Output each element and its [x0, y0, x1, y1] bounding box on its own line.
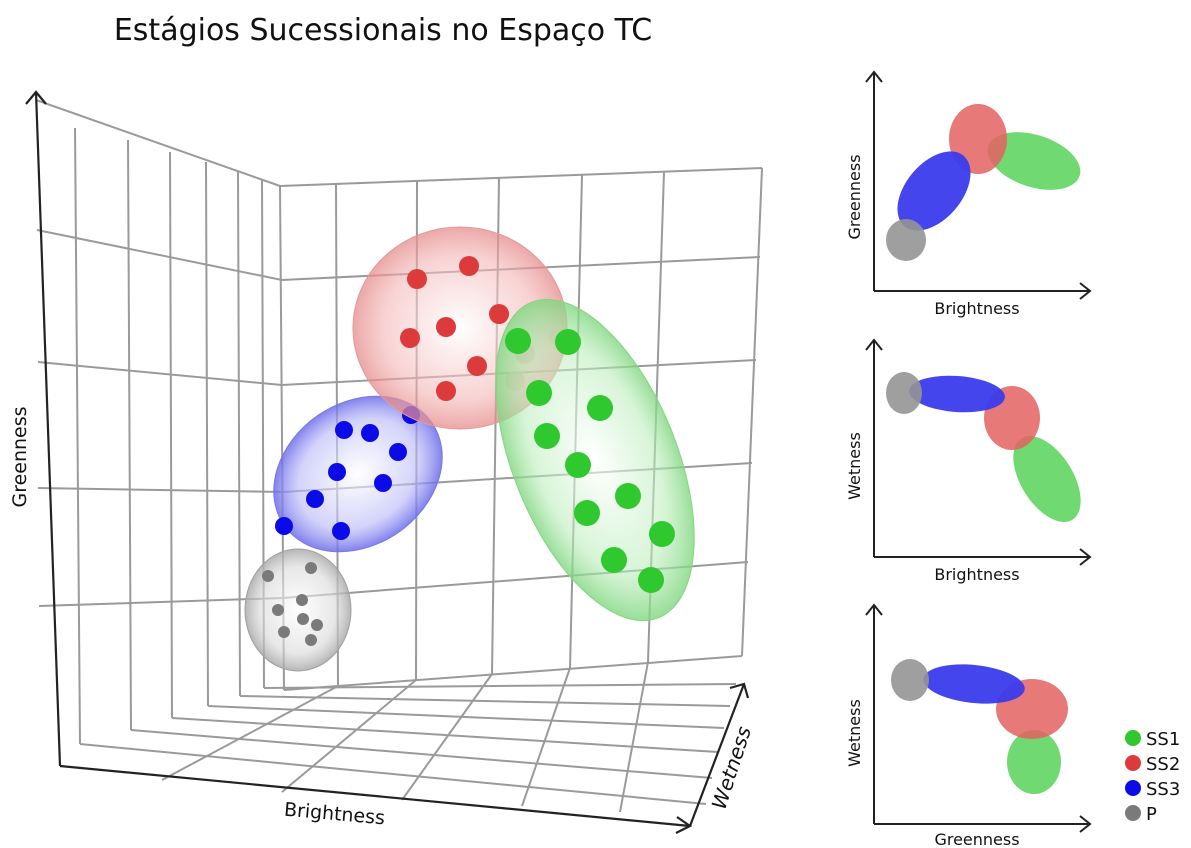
y-axis-arrow: [25, 90, 47, 105]
cluster-ss2-points: [400, 256, 509, 401]
legend-item-p: P: [1125, 804, 1157, 825]
axes: [25, 90, 750, 834]
inset-wetness-greenness: Greenness Wetness: [845, 603, 1092, 848]
legend: SS1 SS2 SS3 P: [1125, 729, 1180, 825]
inset-greenness-brightness: Brightness Greenness: [845, 70, 1092, 318]
cluster-ss3: [273, 395, 443, 553]
inset1-blobs: [886, 104, 1081, 261]
x-axis-line: [59, 764, 691, 828]
inset1-y-label: Greenness: [845, 154, 864, 239]
inset1-axes: [865, 70, 1092, 300]
legend-label-p: P: [1146, 804, 1157, 825]
legend-item-ss3: SS3: [1125, 779, 1180, 800]
cluster-p-points: [262, 562, 323, 646]
inset2-y-label: Wetness: [845, 432, 864, 500]
cluster-ss3-points: [275, 406, 420, 540]
cluster-ss1-points: [505, 328, 675, 593]
inset1-x-label: Brightness: [934, 299, 1019, 318]
cluster-ss1: [495, 298, 695, 622]
legend-swatch-p: [1125, 805, 1141, 821]
legend-item-ss2: SS2: [1125, 754, 1180, 775]
z-axis-arrow: [729, 682, 750, 699]
cluster-p-ellipse: [244, 548, 352, 672]
x-axis-label: Brightness: [283, 799, 386, 830]
inset3-y-label: Wetness: [845, 699, 864, 767]
cluster-p: [244, 548, 352, 672]
inset3-blobs: [891, 659, 1068, 794]
cluster-ss1-ellipse: [495, 298, 695, 622]
chart-title: Estágios Sucessionais no Espaço TC: [114, 13, 652, 48]
legend-label-ss2: SS2: [1146, 754, 1180, 775]
inset2-axes: [865, 338, 1092, 566]
legend-swatch-ss1: [1125, 730, 1141, 746]
inset3-axes: [865, 603, 1092, 833]
z-axis-label: Wetness: [707, 723, 756, 812]
legend-swatch-ss3: [1125, 780, 1141, 796]
y-axis-label: Greenness: [9, 406, 31, 507]
legend-item-ss1: SS1: [1125, 729, 1180, 750]
inset-wetness-brightness: Brightness Wetness: [845, 338, 1092, 584]
z-axis-line: [688, 683, 746, 827]
inset2-blobs: [886, 372, 1081, 522]
legend-label-ss1: SS1: [1146, 729, 1180, 750]
inset2-x-label: Brightness: [934, 565, 1019, 584]
inset3-x-label: Greenness: [934, 830, 1019, 848]
legend-label-ss3: SS3: [1146, 779, 1180, 800]
y-axis-line: [34, 91, 62, 767]
legend-swatch-ss2: [1125, 755, 1141, 771]
main-3d-plot: Brightness Greenness Wetness: [9, 90, 763, 834]
